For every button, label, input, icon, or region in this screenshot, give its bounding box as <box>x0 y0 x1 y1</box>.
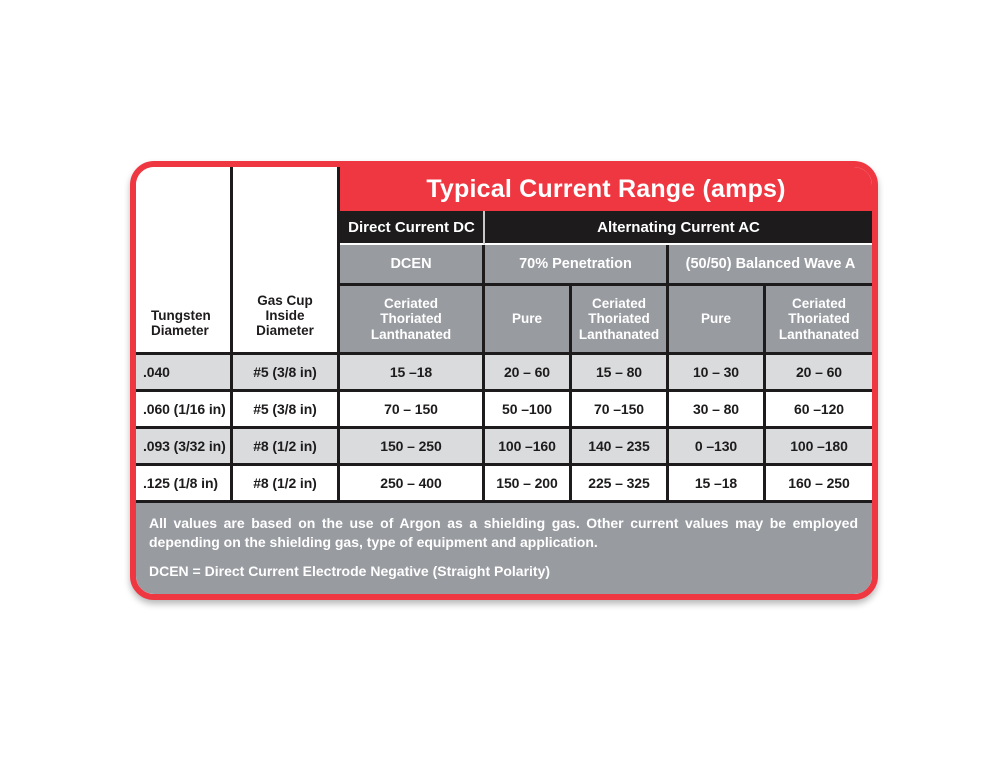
electrode-header-dc-ceriated: Ceriated Thoriated Lanthanated <box>340 286 485 355</box>
current-range-chart-card: Tungsten Diameter Gas Cup Inside Diamete… <box>130 161 878 600</box>
table-cell-bal-ceriated: 60 –120 <box>766 392 872 429</box>
mode-header-dcen: DCEN <box>340 245 485 286</box>
table-cell-bal-ceriated: 20 – 60 <box>766 355 872 392</box>
table-cell-dc-ceriated: 250 – 400 <box>340 466 485 503</box>
mode-header-dcen-label: DCEN <box>390 256 432 272</box>
mode-header-balanced-wave: (50/50) Balanced Wave A <box>669 245 872 286</box>
current-range-table: Tungsten Diameter Gas Cup Inside Diamete… <box>136 167 872 594</box>
table-cell-pen-pure: 50 –100 <box>485 392 572 429</box>
mode-header-balanced-wave-label: (50/50) Balanced Wave A <box>685 256 856 272</box>
table-cell-pen-ceriated: 140 – 235 <box>572 429 669 466</box>
footnote-band: All values are based on the use of Argon… <box>136 503 872 594</box>
column-header-gas-cup-diameter-label: Gas Cup Inside Diameter <box>256 293 314 339</box>
table-cell-bal-ceriated: 160 – 250 <box>766 466 872 503</box>
table-cell-bal-pure: 15 –18 <box>669 466 766 503</box>
electrode-header-bal-ceriated-label: Ceriated Thoriated Lanthanated <box>778 296 860 342</box>
footnote-shielding-gas: All values are based on the use of Argon… <box>149 515 858 550</box>
table-cell-pen-ceriated: 15 – 80 <box>572 355 669 392</box>
table-title: Typical Current Range (amps) <box>426 174 786 203</box>
group-header-direct-current-dc-label: Direct Current DC <box>348 218 475 236</box>
electrode-header-pen-pure-label: Pure <box>511 311 542 327</box>
table-cell-pen-pure: 100 –160 <box>485 429 572 466</box>
group-header-direct-current-dc: Direct Current DC <box>340 211 485 245</box>
table-cell-dc-ceriated: 150 – 250 <box>340 429 485 466</box>
table-cell-bal-pure: 30 – 80 <box>669 392 766 429</box>
mode-header-70-percent-penetration: 70% Penetration <box>485 245 669 286</box>
table-cell-bal-ceriated: 100 –180 <box>766 429 872 466</box>
table-cell-bal-pure: 0 –130 <box>669 429 766 466</box>
electrode-header-dc-ceriated-label: Ceriated Thoriated Lanthanated <box>370 296 452 342</box>
column-header-tungsten-diameter-label: Tungsten Diameter <box>151 308 211 339</box>
electrode-header-bal-ceriated: Ceriated Thoriated Lanthanated <box>766 286 872 355</box>
electrode-header-bal-pure-label: Pure <box>700 311 731 327</box>
table-cell-bal-pure: 10 – 30 <box>669 355 766 392</box>
table-cell-gas-cup: #8 (1/2 in) <box>233 429 340 466</box>
column-header-gas-cup-diameter: Gas Cup Inside Diameter <box>233 167 340 355</box>
table-cell-pen-ceriated: 70 –150 <box>572 392 669 429</box>
mode-header-70-percent-penetration-label: 70% Penetration <box>519 256 632 272</box>
electrode-header-bal-pure: Pure <box>669 286 766 355</box>
table-cell-dc-ceriated: 15 –18 <box>340 355 485 392</box>
table-cell-gas-cup: #5 (3/8 in) <box>233 392 340 429</box>
group-header-alternating-current-ac-label: Alternating Current AC <box>597 218 760 236</box>
group-header-alternating-current-ac: Alternating Current AC <box>485 211 872 245</box>
table-cell-dc-ceriated: 70 – 150 <box>340 392 485 429</box>
table-cell-pen-ceriated: 225 – 325 <box>572 466 669 503</box>
table-cell-gas-cup: #5 (3/8 in) <box>233 355 340 392</box>
table-cell-pen-pure: 150 – 200 <box>485 466 572 503</box>
table-cell-gas-cup: #8 (1/2 in) <box>233 466 340 503</box>
electrode-header-pen-ceriated: Ceriated Thoriated Lanthanated <box>572 286 669 355</box>
footnote-dcen-definition: DCEN = Direct Current Electrode Negative… <box>149 562 551 579</box>
column-header-tungsten-diameter: Tungsten Diameter <box>136 167 233 355</box>
table-cell-tungsten: .093 (3/32 in) <box>136 429 233 466</box>
table-cell-pen-pure: 20 – 60 <box>485 355 572 392</box>
table-cell-tungsten: .040 <box>136 355 233 392</box>
table-cell-tungsten: .125 (1/8 in) <box>136 466 233 503</box>
electrode-header-pen-pure: Pure <box>485 286 572 355</box>
table-cell-tungsten: .060 (1/16 in) <box>136 392 233 429</box>
electrode-header-pen-ceriated-label: Ceriated Thoriated Lanthanated <box>578 296 660 342</box>
table-title-band: Typical Current Range (amps) <box>340 167 872 211</box>
